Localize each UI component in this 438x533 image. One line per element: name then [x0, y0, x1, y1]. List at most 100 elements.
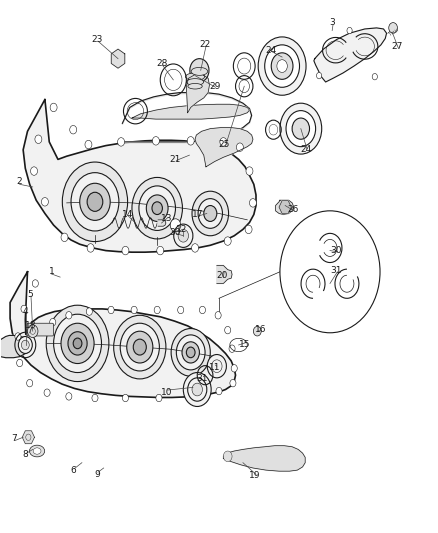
Text: 29: 29 [209, 82, 220, 91]
Circle shape [230, 379, 236, 387]
Circle shape [112, 51, 124, 67]
Text: 21: 21 [170, 155, 181, 164]
Circle shape [199, 306, 205, 314]
Text: 23: 23 [92, 35, 103, 44]
Text: 30: 30 [331, 246, 342, 255]
Circle shape [117, 138, 124, 146]
Polygon shape [23, 100, 256, 252]
Circle shape [216, 387, 222, 395]
Circle shape [92, 394, 98, 402]
Circle shape [246, 167, 253, 175]
Text: 10: 10 [161, 387, 173, 397]
Polygon shape [111, 49, 125, 68]
Circle shape [292, 118, 310, 139]
Circle shape [21, 305, 27, 313]
Ellipse shape [29, 445, 45, 457]
Circle shape [133, 339, 146, 355]
Circle shape [277, 60, 287, 72]
Circle shape [190, 59, 209, 82]
Text: 11: 11 [209, 363, 220, 372]
Text: 14: 14 [122, 210, 133, 219]
Text: 19: 19 [249, 471, 261, 480]
Circle shape [187, 392, 194, 400]
Polygon shape [0, 335, 28, 358]
Polygon shape [22, 431, 35, 443]
Circle shape [71, 173, 119, 231]
Circle shape [347, 27, 352, 34]
Circle shape [265, 45, 300, 87]
Text: 30: 30 [170, 228, 181, 237]
Circle shape [157, 246, 164, 255]
Ellipse shape [188, 84, 202, 89]
Circle shape [253, 326, 261, 336]
Circle shape [223, 451, 232, 462]
Circle shape [271, 53, 293, 79]
Circle shape [220, 138, 227, 146]
Circle shape [31, 167, 38, 175]
Circle shape [122, 246, 129, 255]
Circle shape [229, 345, 235, 352]
Text: 25: 25 [219, 140, 230, 149]
Text: 9: 9 [94, 470, 100, 479]
Circle shape [225, 326, 231, 334]
Circle shape [132, 177, 183, 239]
Circle shape [171, 328, 210, 376]
Circle shape [237, 143, 244, 151]
Circle shape [389, 22, 397, 33]
Circle shape [280, 103, 322, 154]
Circle shape [61, 323, 94, 364]
Circle shape [44, 389, 50, 397]
Circle shape [108, 306, 114, 314]
Circle shape [215, 312, 221, 319]
Text: 15: 15 [239, 341, 250, 350]
Circle shape [258, 37, 306, 95]
Circle shape [87, 244, 94, 252]
Circle shape [114, 316, 166, 379]
Circle shape [372, 74, 378, 80]
Circle shape [192, 383, 202, 396]
Circle shape [46, 305, 109, 382]
Circle shape [250, 199, 256, 207]
Text: 7: 7 [11, 434, 18, 443]
FancyBboxPatch shape [27, 323, 53, 336]
Text: 31: 31 [197, 374, 208, 383]
Circle shape [73, 338, 82, 349]
Circle shape [53, 314, 102, 373]
Circle shape [68, 332, 87, 355]
Polygon shape [195, 127, 253, 167]
Polygon shape [122, 93, 252, 143]
Polygon shape [158, 220, 166, 226]
Circle shape [39, 327, 45, 335]
Circle shape [61, 233, 68, 241]
Text: 3: 3 [329, 18, 335, 27]
Text: 26: 26 [287, 205, 299, 214]
Circle shape [154, 306, 160, 314]
Circle shape [280, 211, 380, 333]
Circle shape [28, 325, 38, 337]
Circle shape [198, 199, 223, 228]
Circle shape [66, 312, 72, 319]
Polygon shape [223, 446, 305, 471]
Circle shape [70, 125, 77, 134]
Circle shape [191, 244, 198, 252]
Ellipse shape [185, 73, 205, 80]
Circle shape [178, 229, 188, 242]
Circle shape [17, 359, 23, 367]
Circle shape [170, 219, 181, 231]
Circle shape [85, 140, 92, 149]
Text: 4: 4 [22, 307, 28, 316]
Ellipse shape [191, 67, 208, 75]
Circle shape [178, 306, 184, 314]
Circle shape [15, 333, 21, 340]
Text: 28: 28 [156, 60, 167, 68]
Polygon shape [279, 201, 291, 214]
Circle shape [192, 191, 229, 236]
Text: 24: 24 [300, 146, 312, 155]
Circle shape [204, 206, 217, 221]
Circle shape [27, 379, 33, 387]
Text: 22: 22 [199, 41, 211, 50]
Ellipse shape [187, 79, 204, 85]
Text: 5: 5 [27, 290, 32, 299]
Ellipse shape [33, 448, 41, 454]
Circle shape [152, 202, 162, 215]
